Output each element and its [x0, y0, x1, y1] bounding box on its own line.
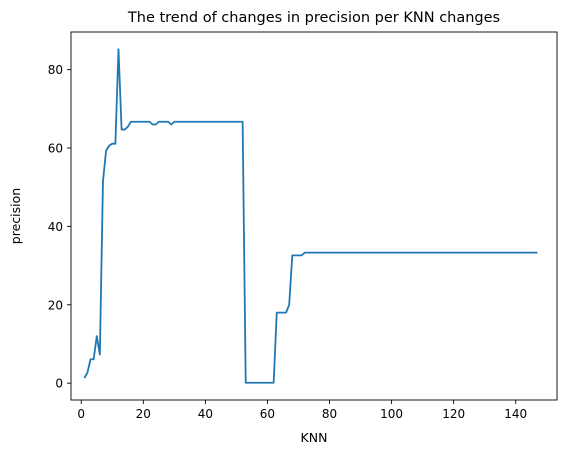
precision-series-line	[83, 48, 538, 384]
y-axis-ticks: 0 20 40 60 80	[48, 63, 71, 391]
x-axis-label: KNN	[301, 430, 328, 445]
x-axis-ticks: 0 20 40 60 80 100 120 140	[77, 400, 527, 421]
x-tick-label: 20	[136, 407, 151, 421]
plot-area	[70, 31, 558, 401]
y-tick-label: 20	[48, 298, 63, 312]
y-tick-label: 60	[48, 142, 63, 156]
y-tick-label: 80	[48, 63, 63, 77]
x-tick-label: 120	[442, 407, 465, 421]
x-tick-label: 60	[260, 407, 275, 421]
y-tick-label: 0	[55, 377, 63, 391]
plot-frame	[70, 31, 558, 401]
x-tick-label: 100	[380, 407, 403, 421]
y-axis-label: precision	[8, 188, 23, 244]
y-tick-label: 40	[48, 220, 63, 234]
x-tick-label: 140	[504, 407, 527, 421]
x-tick-label: 0	[77, 407, 85, 421]
x-tick-label: 80	[322, 407, 337, 421]
x-tick-label: 40	[198, 407, 213, 421]
chart-title: The trend of changes in precision per KN…	[127, 10, 500, 26]
